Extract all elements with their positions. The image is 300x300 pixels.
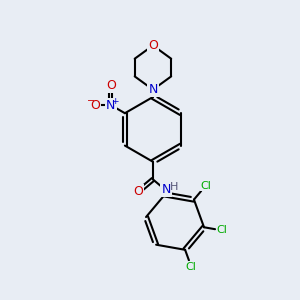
Text: Cl: Cl [200, 181, 211, 191]
Text: O: O [133, 185, 143, 198]
Text: N: N [161, 183, 171, 196]
Text: O: O [91, 99, 100, 112]
Text: H: H [170, 182, 178, 193]
Text: Cl: Cl [186, 262, 197, 272]
Text: O: O [148, 39, 158, 52]
Text: Cl: Cl [216, 225, 227, 236]
Text: +: + [111, 97, 118, 106]
Text: O: O [106, 79, 116, 92]
Text: N: N [148, 83, 158, 96]
Text: N: N [106, 99, 116, 112]
Text: −: − [87, 96, 95, 106]
